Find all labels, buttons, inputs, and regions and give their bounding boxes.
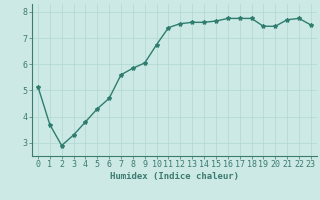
X-axis label: Humidex (Indice chaleur): Humidex (Indice chaleur) <box>110 172 239 181</box>
